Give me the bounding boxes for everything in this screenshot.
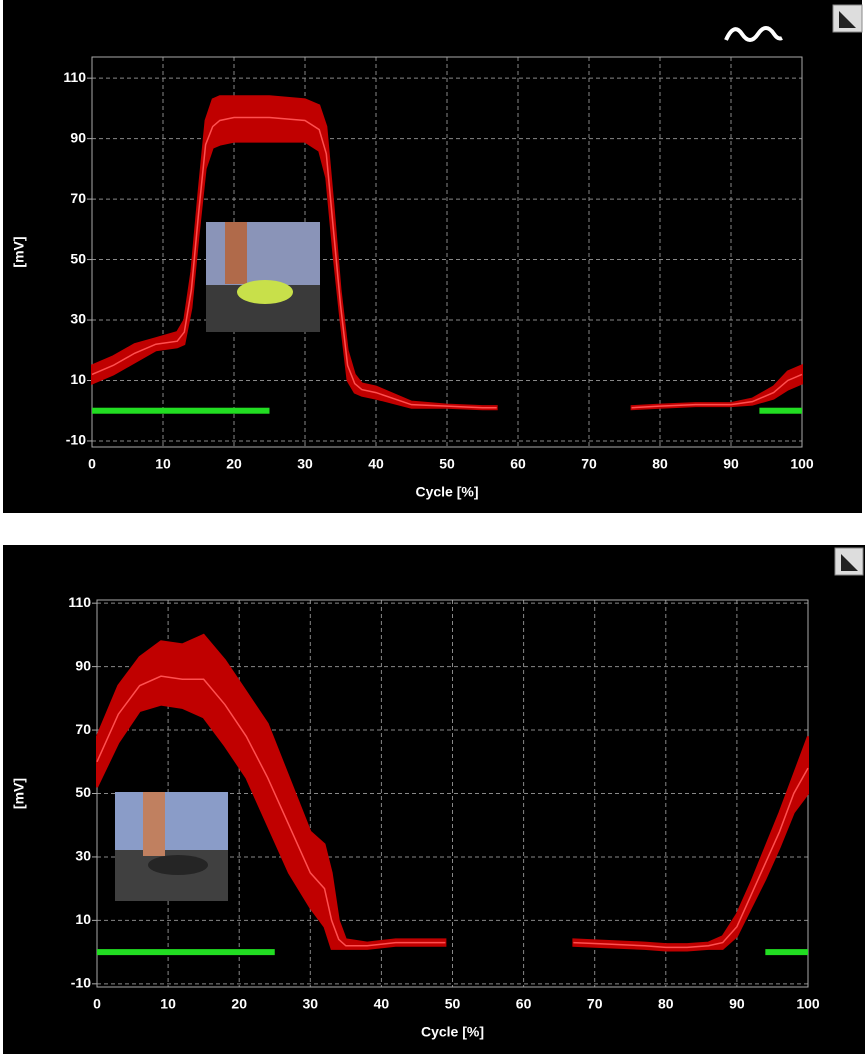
- maximize-button[interactable]: [832, 4, 863, 33]
- x-tick-label: 30: [297, 456, 313, 472]
- x-tick-label: 30: [303, 996, 319, 1012]
- x-tick-label: 90: [729, 996, 745, 1012]
- y-tick-label: 30: [70, 311, 86, 327]
- stance-bar: [97, 949, 275, 956]
- stance-bar: [759, 407, 802, 414]
- band: [96, 633, 447, 950]
- photo: [115, 792, 228, 901]
- y-tick-label: 90: [75, 657, 91, 673]
- x-tick-label: 80: [652, 456, 668, 472]
- x-tick-label: 0: [88, 456, 96, 472]
- x-tick-label: 10: [155, 456, 171, 472]
- y-axis-label: [mV]: [11, 236, 27, 267]
- x-axis-label: Cycle [%]: [415, 484, 478, 500]
- photo-leg: [143, 792, 165, 856]
- y-tick-label: 110: [68, 594, 91, 610]
- photo-shoe: [237, 280, 293, 304]
- x-tick-label: 100: [790, 456, 814, 472]
- stance-bar: [92, 407, 270, 414]
- plot-border: [91, 56, 803, 448]
- y-tick-label: 90: [70, 129, 86, 145]
- x-tick-label: 60: [516, 996, 532, 1012]
- y-tick-label: 30: [75, 848, 91, 864]
- x-tick-label: 50: [439, 456, 455, 472]
- x-tick-label: 40: [374, 996, 390, 1012]
- x-tick-label: 50: [445, 996, 461, 1012]
- x-tick-label: 60: [510, 456, 526, 472]
- mean-line: [96, 675, 809, 949]
- photo-leg: [225, 222, 247, 284]
- y-tick-label: 70: [75, 721, 91, 737]
- maximize-button[interactable]: [834, 547, 864, 576]
- x-axis-label: Cycle [%]: [421, 1024, 484, 1040]
- mean-line: [91, 116, 803, 409]
- photo: [206, 222, 320, 332]
- x-tick-label: 100: [796, 996, 820, 1012]
- x-tick-label: 80: [658, 996, 674, 1012]
- y-tick-label: -10: [66, 432, 86, 448]
- y-tick-label: 10: [70, 371, 86, 387]
- y-axis-label: [mV]: [11, 778, 27, 809]
- y-tick-label: 50: [75, 784, 91, 800]
- x-tick-label: 70: [587, 996, 603, 1012]
- y-tick-label: 70: [70, 190, 86, 206]
- band: [572, 736, 809, 952]
- y-tick-label: 50: [70, 250, 86, 266]
- emg-icon: [724, 26, 783, 42]
- button-icon: [839, 11, 856, 28]
- button-icon: [841, 554, 858, 571]
- x-tick-label: 0: [93, 996, 101, 1012]
- y-tick-label: 10: [75, 911, 91, 927]
- x-tick-label: 10: [160, 996, 176, 1012]
- band: [91, 95, 498, 411]
- y-tick-label: 110: [63, 69, 86, 85]
- x-tick-label: 70: [581, 456, 597, 472]
- x-tick-label: 20: [226, 456, 242, 472]
- y-tick-label: -10: [71, 975, 91, 991]
- x-tick-label: 90: [723, 456, 739, 472]
- panel: [3, 0, 862, 513]
- stance-bar: [765, 949, 808, 956]
- x-tick-label: 40: [368, 456, 384, 472]
- photo-shoe: [148, 855, 208, 875]
- button-frame: [834, 547, 864, 576]
- x-tick-label: 20: [231, 996, 247, 1012]
